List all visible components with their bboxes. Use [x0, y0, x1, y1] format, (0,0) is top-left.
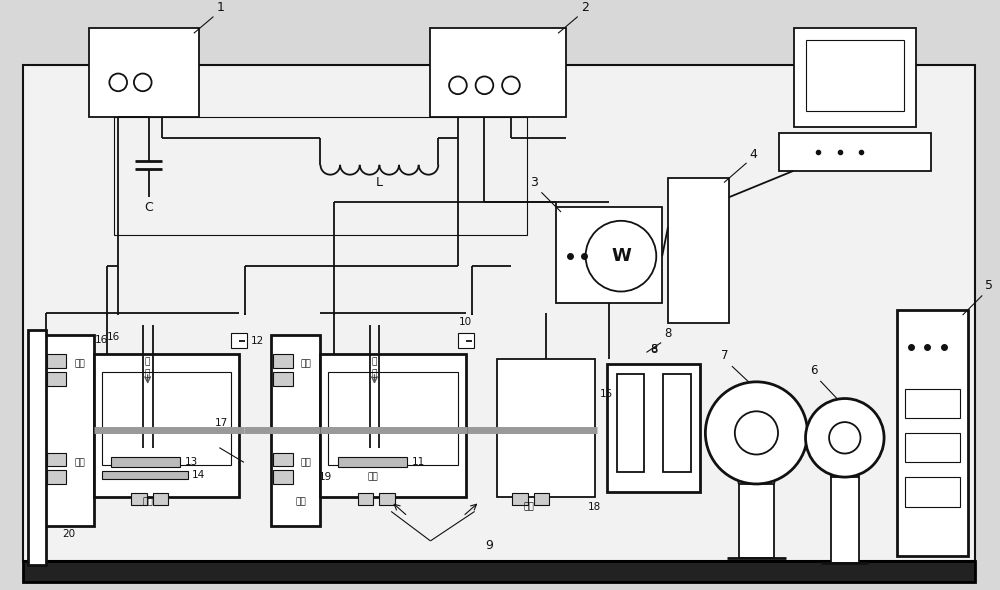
Bar	[23, 65, 975, 560]
Bar	[114, 117, 527, 235]
Text: 8: 8	[651, 343, 658, 356]
Bar	[668, 178, 729, 323]
Bar	[607, 364, 700, 492]
Bar	[271, 335, 320, 526]
Circle shape	[476, 77, 493, 94]
Text: 进: 进	[145, 358, 150, 367]
Text: 12: 12	[251, 336, 264, 346]
Text: 2: 2	[581, 1, 589, 14]
Bar	[273, 453, 293, 466]
Bar	[458, 333, 474, 349]
Bar	[512, 493, 528, 504]
Bar	[806, 40, 904, 111]
Text: 1: 1	[216, 1, 224, 14]
Circle shape	[502, 77, 520, 94]
Text: 8: 8	[664, 327, 672, 340]
Circle shape	[705, 382, 807, 484]
Text: 7: 7	[721, 349, 729, 362]
Text: 15: 15	[600, 389, 614, 399]
Circle shape	[134, 74, 152, 91]
Text: 19: 19	[319, 472, 332, 482]
Text: 8: 8	[651, 345, 658, 355]
Bar	[102, 372, 231, 466]
Text: 9: 9	[485, 539, 493, 552]
Text: 出气: 出气	[74, 360, 85, 369]
Text: 11: 11	[412, 457, 425, 467]
Bar	[102, 471, 188, 479]
Bar	[131, 493, 147, 504]
Bar	[231, 333, 247, 349]
Bar	[739, 484, 774, 558]
Text: 6: 6	[810, 364, 817, 377]
Text: 13: 13	[185, 457, 198, 467]
Text: 3: 3	[531, 176, 538, 189]
Bar	[320, 355, 466, 497]
Bar	[905, 389, 960, 418]
Circle shape	[829, 422, 861, 454]
Text: 4: 4	[750, 148, 757, 161]
Bar	[47, 372, 66, 386]
Text: 出液: 出液	[74, 458, 85, 467]
Text: 17: 17	[214, 418, 228, 428]
Bar	[779, 133, 931, 171]
Bar	[905, 477, 960, 507]
Bar	[379, 493, 395, 504]
Circle shape	[586, 221, 656, 291]
Text: 出液: 出液	[301, 458, 312, 467]
Bar	[28, 330, 46, 565]
Text: 20: 20	[63, 529, 76, 539]
Text: 5: 5	[985, 280, 993, 293]
Bar	[497, 359, 595, 497]
Circle shape	[109, 74, 127, 91]
Bar	[23, 560, 975, 582]
Circle shape	[735, 411, 778, 454]
Bar	[89, 28, 199, 117]
Text: 18: 18	[588, 502, 601, 512]
Bar	[617, 374, 644, 472]
Bar	[47, 453, 66, 466]
Bar	[47, 470, 66, 484]
Bar	[273, 355, 293, 368]
Text: 进气: 进气	[523, 502, 534, 511]
Bar	[430, 28, 566, 117]
Text: 14: 14	[192, 470, 205, 480]
Bar	[111, 457, 180, 467]
Bar	[273, 470, 293, 484]
Bar	[47, 355, 66, 368]
Text: W: W	[611, 247, 631, 265]
Circle shape	[806, 398, 884, 477]
Text: 液: 液	[145, 369, 150, 379]
Text: 进: 进	[372, 358, 377, 367]
Bar	[338, 457, 407, 467]
Text: 液: 液	[372, 369, 377, 379]
Bar	[556, 207, 662, 303]
Bar	[794, 28, 916, 126]
Text: 进气: 进气	[142, 497, 153, 506]
Text: 16: 16	[95, 335, 108, 345]
Bar	[273, 372, 293, 386]
Bar	[153, 493, 168, 504]
Bar	[534, 493, 549, 504]
Bar	[358, 493, 373, 504]
Circle shape	[449, 77, 467, 94]
Text: 出液: 出液	[367, 473, 378, 481]
Text: 10: 10	[459, 317, 472, 327]
Bar	[905, 433, 960, 463]
Text: 进气: 进气	[295, 497, 306, 506]
Text: 出气: 出气	[301, 360, 312, 369]
Text: L: L	[376, 176, 383, 189]
Bar	[663, 374, 691, 472]
Bar	[897, 310, 968, 556]
Bar	[45, 335, 94, 526]
Text: C: C	[144, 201, 153, 214]
Text: 16: 16	[107, 332, 120, 342]
Bar	[94, 355, 239, 497]
Bar	[831, 477, 859, 562]
Bar	[328, 372, 458, 466]
